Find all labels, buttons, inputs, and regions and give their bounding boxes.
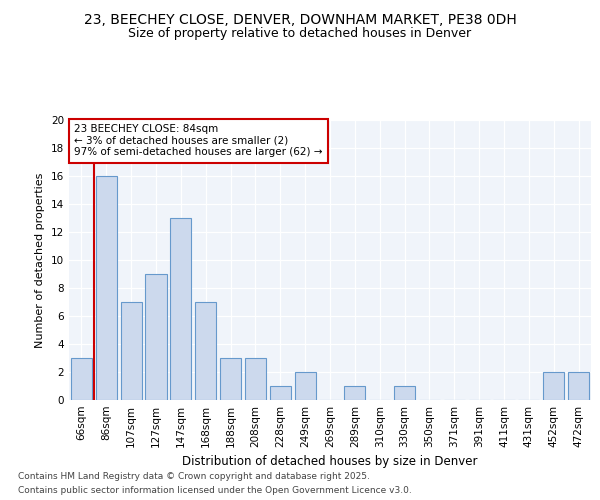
Bar: [295, 372, 316, 400]
Bar: [245, 358, 266, 400]
Bar: [568, 372, 589, 400]
Bar: [96, 176, 117, 400]
Bar: [220, 358, 241, 400]
Text: Contains public sector information licensed under the Open Government Licence v3: Contains public sector information licen…: [18, 486, 412, 495]
Bar: [344, 386, 365, 400]
Bar: [121, 302, 142, 400]
Bar: [145, 274, 167, 400]
Bar: [543, 372, 564, 400]
Text: Size of property relative to detached houses in Denver: Size of property relative to detached ho…: [128, 28, 472, 40]
Bar: [71, 358, 92, 400]
Text: Contains HM Land Registry data © Crown copyright and database right 2025.: Contains HM Land Registry data © Crown c…: [18, 472, 370, 481]
Bar: [394, 386, 415, 400]
Text: 23 BEECHEY CLOSE: 84sqm
← 3% of detached houses are smaller (2)
97% of semi-deta: 23 BEECHEY CLOSE: 84sqm ← 3% of detached…: [74, 124, 323, 158]
Bar: [195, 302, 216, 400]
Bar: [270, 386, 291, 400]
Text: 23, BEECHEY CLOSE, DENVER, DOWNHAM MARKET, PE38 0DH: 23, BEECHEY CLOSE, DENVER, DOWNHAM MARKE…: [83, 12, 517, 26]
Bar: [170, 218, 191, 400]
X-axis label: Distribution of detached houses by size in Denver: Distribution of detached houses by size …: [182, 456, 478, 468]
Y-axis label: Number of detached properties: Number of detached properties: [35, 172, 46, 348]
